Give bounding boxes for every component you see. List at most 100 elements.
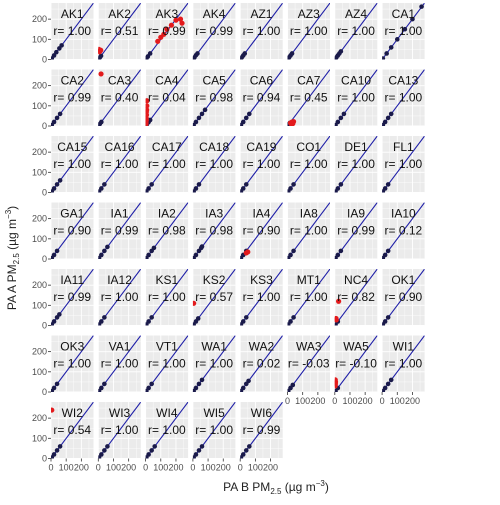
data-point [196,182,202,187]
facet-panel-ks2: KS2 r= 0.57 [192,269,236,326]
facet-panel-az3: AZ3 r= 1.00 [287,3,330,60]
data-point [382,119,388,125]
data-point [99,186,104,191]
facet-panel-ks1: KS1 r= 1.00 [145,269,189,326]
facet-site-label: CA5 [202,74,226,88]
panel-plot-area [192,3,236,60]
facet-site-label: IA1 [111,207,129,221]
panel-plot-area [334,69,378,126]
data-point [102,448,107,453]
data-point [54,49,59,55]
facet-panel-ca16: CA16 r= 1.00 [97,136,141,193]
facet-correlation-label: r= 0.90 [384,290,422,304]
facet-site-label: WI6 [251,406,273,420]
panel-plot-area [382,136,425,193]
x-axis-title: PA B PM2.5 (µg m−3) [223,479,329,496]
facet-site-label: IA9 [347,207,365,221]
x-tick-label: 0 [190,463,195,473]
data-point [51,119,57,125]
x-tick-label: 0 [380,396,385,406]
facet-site-label: IA12 [107,273,132,287]
data-point [151,245,157,251]
facet-panel-ia1: IA1 r= 0.99 [97,202,141,260]
panel-plot-area [145,69,189,126]
data-point [388,111,394,117]
data-point [99,319,104,324]
data-point [102,315,107,320]
facet-correlation-label: r= 1.00 [243,290,281,304]
facet-correlation-label: r= 0.99 [195,24,233,38]
y-tick-label: 0 [42,55,47,65]
x-tick-label: 0 [285,396,290,406]
data-point [291,182,296,187]
one-to-one-line [192,269,236,326]
data-point [288,319,293,324]
facet-panel-ca19: CA19 r= 1.00 [239,136,283,193]
outlier-point [51,407,55,413]
data-point [152,444,158,449]
outlier-point [145,98,150,104]
data-point [385,248,391,254]
facet-site-label: IA10 [391,207,416,221]
data-point [410,16,415,22]
facet-correlation-label: r= 1.00 [384,157,422,171]
data-point [99,385,104,391]
facet-site-label: AZ1 [250,7,272,21]
panel-plot-area [51,269,94,326]
facet-panel-ia8: IA8 r= 1.00 [287,202,330,260]
panel-plot-area [192,136,236,193]
facet-correlation-label: r= 1.00 [101,157,139,171]
x-tick-label: 200 [310,396,325,406]
data-point [193,385,199,391]
data-point [242,51,248,56]
facet-correlation-label: r= 1.00 [337,157,375,171]
data-point [419,4,424,9]
data-point [51,252,57,258]
facet-correlation-label: r= 0.98 [148,224,186,238]
facet-site-label: CA16 [105,140,135,154]
y-tick-label: 0 [42,387,47,397]
outlier-point [192,300,197,306]
y-tick-label: 100 [32,367,47,377]
facet-panel-az4: AZ4 r= 1.00 [334,3,378,60]
panel-plot-area [287,202,330,259]
panel-plot-area [51,136,94,193]
facet-panel-ok3: OK3 r= 1.00 0 100 200 [32,335,94,397]
facet-panel-ak2: AK2 r= 0.51 [97,3,141,60]
data-point [102,248,107,254]
x-tick-label: 100 [248,463,263,473]
data-point [146,385,151,391]
facet-panel-ia11: IA11 r= 0.99 0 100 200 [32,269,94,331]
data-point [240,119,246,125]
one-to-one-line [192,3,236,60]
panel-plot-area [240,402,283,459]
data-point [147,117,153,123]
panel-plot-area [287,136,330,193]
data-point [54,448,60,453]
outlier-point [145,115,149,121]
facet-site-label: CA4 [155,74,179,88]
facet-site-label: DE1 [344,140,368,154]
data-point [57,178,63,183]
facet-site-label: OK1 [391,273,415,287]
facet-correlation-label: r= 1.00 [290,157,328,171]
panel-plot-area [192,202,236,259]
facet-site-label: AZ4 [345,7,367,21]
data-point [195,316,201,321]
panel-plot-area [382,3,425,60]
panel-plot-area [382,335,425,392]
data-point [193,452,199,457]
panel-plot-area [240,136,283,193]
facet-correlation-label: r= 1.00 [337,91,375,105]
facet-site-label: WI5 [203,406,225,420]
data-point [54,248,60,254]
data-point [335,186,341,191]
data-point [146,186,151,191]
facet-panel-nc4: NC4 r= 0.82 [334,269,378,326]
facet-correlation-label: r= 0.90 [53,224,91,238]
facet-site-label: WI2 [62,406,84,420]
panel-plot-area [287,69,330,126]
facet-panel-az1: AZ1 r= 1.00 [239,3,283,60]
x-tick-label: 100 [295,396,310,406]
y-tick-label: 200 [32,81,47,91]
